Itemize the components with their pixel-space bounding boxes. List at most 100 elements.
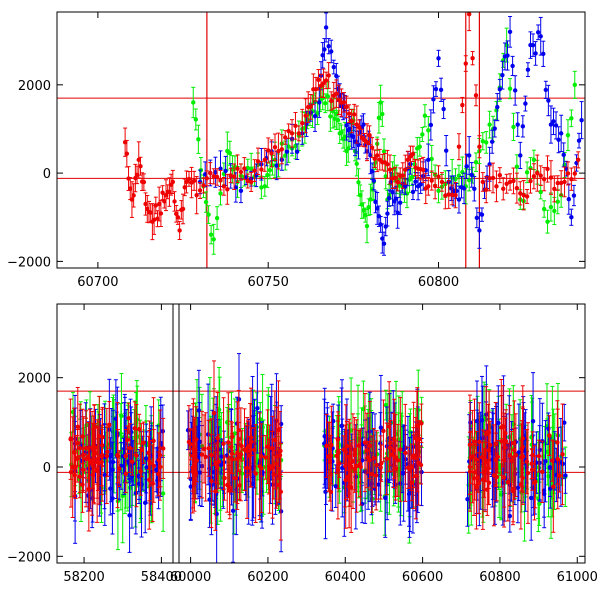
data-point bbox=[139, 447, 144, 453]
data-point bbox=[182, 185, 187, 190]
data-point bbox=[373, 199, 378, 205]
data-point bbox=[134, 172, 140, 178]
data-point bbox=[243, 175, 249, 180]
data-point bbox=[267, 168, 273, 173]
data-point bbox=[118, 431, 123, 436]
data-point bbox=[477, 144, 482, 149]
data-point bbox=[74, 456, 80, 462]
data-point bbox=[473, 159, 479, 165]
data-point bbox=[124, 151, 130, 156]
data-point bbox=[512, 88, 518, 93]
data-point bbox=[190, 469, 195, 474]
data-point bbox=[354, 463, 359, 469]
data-point bbox=[487, 162, 492, 167]
data-point bbox=[569, 215, 574, 220]
data-point bbox=[107, 422, 112, 428]
data-point bbox=[286, 144, 291, 149]
data-point bbox=[186, 176, 192, 182]
data-point bbox=[387, 445, 393, 450]
data-point bbox=[123, 453, 129, 459]
data-point bbox=[168, 182, 174, 187]
data-point bbox=[336, 97, 342, 103]
data-point bbox=[461, 186, 467, 191]
data-point bbox=[413, 179, 418, 184]
data-point bbox=[160, 491, 166, 496]
data-point bbox=[320, 53, 325, 58]
data-point bbox=[265, 444, 270, 449]
data-point bbox=[479, 418, 485, 423]
data-point bbox=[141, 440, 146, 445]
axis-break bbox=[173, 303, 179, 564]
data-point bbox=[524, 194, 530, 199]
data-point bbox=[153, 203, 158, 208]
data-point bbox=[105, 449, 110, 454]
data-point bbox=[426, 157, 431, 163]
data-point bbox=[138, 164, 143, 169]
data-point bbox=[551, 484, 556, 489]
data-point bbox=[342, 134, 348, 140]
data-point bbox=[363, 212, 368, 218]
data-point bbox=[352, 112, 357, 117]
data-point bbox=[130, 459, 135, 464]
data-point bbox=[247, 453, 252, 459]
data-point bbox=[186, 439, 192, 445]
data-point bbox=[259, 465, 264, 471]
data-point bbox=[466, 12, 472, 17]
data-point bbox=[325, 94, 331, 99]
data-point bbox=[300, 120, 305, 126]
data-point bbox=[369, 145, 375, 150]
data-point bbox=[255, 405, 260, 411]
data-point bbox=[218, 462, 224, 468]
data-point bbox=[552, 186, 557, 192]
data-point bbox=[381, 428, 386, 434]
data-point bbox=[77, 446, 83, 451]
data-point bbox=[420, 132, 425, 137]
data-point bbox=[550, 458, 555, 463]
data-point bbox=[453, 176, 458, 182]
data-point bbox=[428, 122, 434, 128]
data-point bbox=[143, 456, 149, 461]
data-point bbox=[323, 78, 329, 83]
data-point bbox=[274, 461, 279, 467]
data-point bbox=[326, 73, 331, 78]
data-point bbox=[354, 122, 359, 127]
data-point bbox=[420, 167, 426, 173]
data-point bbox=[133, 490, 139, 496]
data-point bbox=[515, 122, 520, 127]
data-point bbox=[289, 131, 295, 136]
data-point bbox=[514, 185, 520, 191]
data-point bbox=[225, 187, 230, 192]
data-point bbox=[446, 192, 451, 197]
data-point bbox=[349, 464, 354, 470]
data-point bbox=[327, 459, 333, 464]
data-point bbox=[235, 450, 240, 455]
data-point bbox=[423, 186, 428, 191]
data-point bbox=[147, 461, 153, 466]
plot-frame bbox=[56, 11, 586, 269]
data-point bbox=[213, 489, 218, 494]
data-point bbox=[479, 212, 485, 217]
data-point bbox=[528, 178, 533, 184]
data-point bbox=[211, 174, 216, 179]
data-point bbox=[238, 169, 244, 175]
data-point bbox=[229, 451, 235, 456]
data-point bbox=[276, 482, 282, 488]
panel-1: 2000 0 −2000 60700 60750 60800 bbox=[7, 11, 586, 290]
data-point bbox=[472, 186, 477, 191]
data-point bbox=[441, 106, 446, 112]
data-point bbox=[279, 147, 285, 152]
data-point bbox=[477, 228, 482, 233]
data-point bbox=[259, 167, 264, 172]
data-point bbox=[339, 130, 344, 135]
data-point bbox=[393, 466, 399, 471]
data-point bbox=[308, 104, 313, 110]
data-point bbox=[569, 116, 574, 121]
data-point bbox=[132, 426, 137, 431]
data-point bbox=[484, 140, 489, 145]
data-point bbox=[75, 424, 80, 430]
data-point bbox=[418, 182, 423, 187]
data-point bbox=[566, 196, 572, 202]
data-point bbox=[248, 179, 254, 185]
